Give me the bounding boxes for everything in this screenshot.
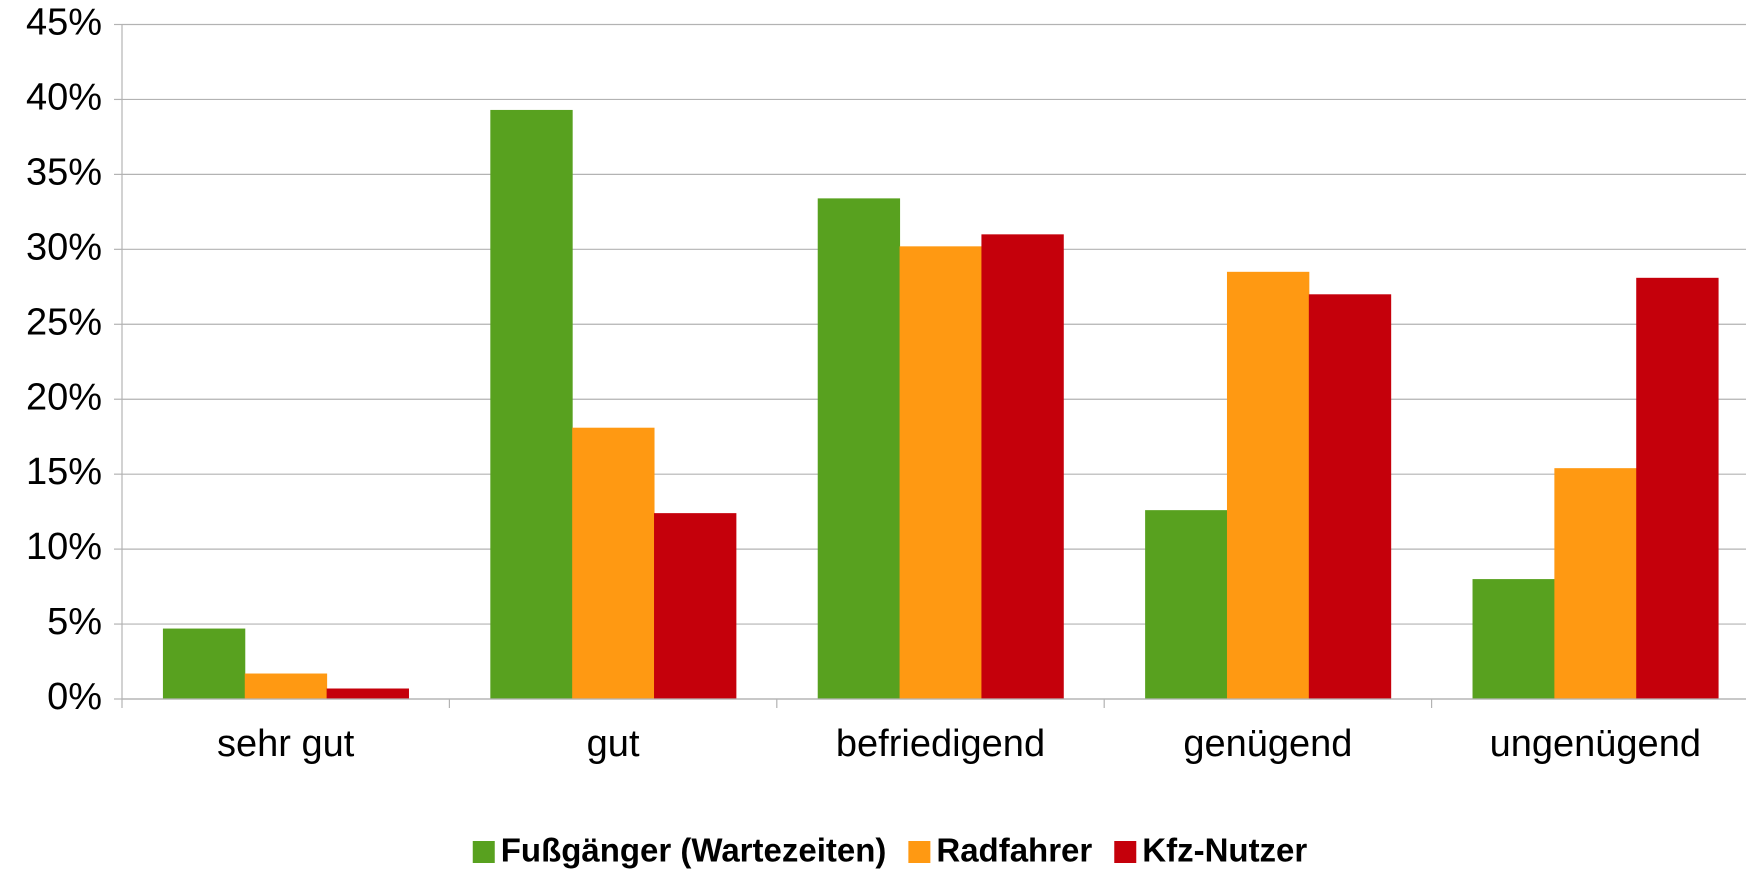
bar — [490, 109, 573, 700]
bar — [1145, 510, 1228, 699]
y-tick-label: 25% — [26, 301, 102, 343]
bar — [162, 628, 246, 699]
bar — [244, 673, 328, 699]
legend-swatch — [472, 841, 495, 863]
y-tick-label: 0% — [47, 676, 102, 718]
x-tick-label: sehr gut — [217, 723, 355, 765]
bar — [1308, 294, 1392, 699]
y-tick-label: 30% — [26, 226, 102, 268]
legend-label: Kfz-Nutzer — [1142, 832, 1307, 869]
y-tick-label: 10% — [26, 526, 102, 568]
legend-swatch — [908, 841, 931, 863]
y-tick-label: 40% — [26, 76, 102, 118]
x-tick-label: befriedigend — [836, 723, 1045, 765]
bar — [1226, 271, 1310, 699]
bar — [654, 513, 737, 699]
legend-label: Radfahrer — [936, 832, 1092, 869]
bar — [1636, 277, 1719, 699]
bar — [899, 246, 982, 699]
bar — [817, 198, 901, 700]
bar — [981, 234, 1064, 699]
legend-swatch — [1114, 841, 1137, 863]
y-tick-label: 45% — [26, 2, 102, 44]
bar — [326, 688, 409, 699]
x-tick-label: genügend — [1183, 723, 1352, 765]
legend-label: Fußgänger (Wartezeiten) — [501, 832, 887, 869]
y-tick-label: 15% — [26, 451, 102, 493]
y-tick-label: 35% — [26, 151, 102, 193]
y-tick-label: 20% — [26, 376, 102, 418]
bar — [572, 427, 655, 699]
x-tick-label: ungenügend — [1490, 723, 1701, 765]
y-tick-label: 5% — [47, 601, 102, 643]
x-tick-label: gut — [587, 723, 640, 765]
bar — [1472, 579, 1555, 699]
bar — [1554, 468, 1637, 699]
